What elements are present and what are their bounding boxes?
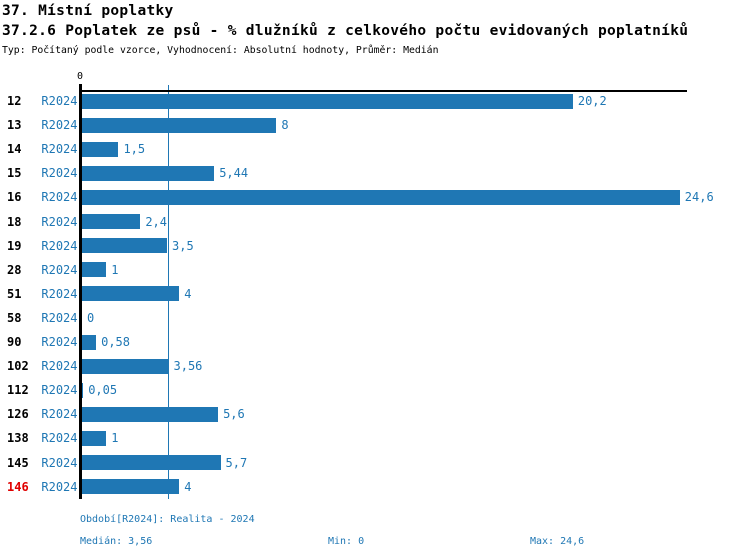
period-label: R2024 xyxy=(41,94,78,108)
value-label: 5,44 xyxy=(219,166,249,181)
value-label: 20,2 xyxy=(577,94,607,108)
bar xyxy=(82,358,169,374)
bar xyxy=(82,382,84,398)
bar xyxy=(82,117,277,133)
period-label: R2024 xyxy=(41,310,78,325)
x-axis-line xyxy=(79,90,687,92)
chart-row: 19 R2024 3,5 xyxy=(0,234,750,258)
value-label: 3,56 xyxy=(173,359,203,374)
bar xyxy=(82,165,215,181)
category-label: 28 xyxy=(7,262,22,277)
chart-row: 90 R2024 0,58 xyxy=(0,330,750,354)
value-label: 1 xyxy=(111,262,119,277)
bar xyxy=(82,141,119,157)
x-axis-zero-tick-label: 0 xyxy=(76,71,84,82)
chart-meta-info: Typ: Počítaný podle vzorce, Vyhodnocení:… xyxy=(2,45,439,56)
period-label: R2024 xyxy=(41,142,78,157)
chart-row: 138 R2024 1 xyxy=(0,426,750,450)
value-label: 24,6 xyxy=(684,190,714,205)
category-label: 13 xyxy=(7,118,22,133)
value-label: 4 xyxy=(184,479,192,494)
value-label: 0,05 xyxy=(88,383,118,398)
value-label: 5,6 xyxy=(223,407,245,422)
category-label: 51 xyxy=(7,286,22,301)
bar-chart: 0 12 R2024 20,2 13 R2024 8 14 R2024 1,5 15 R2024 5,… xyxy=(0,71,750,500)
period-label: R2024 xyxy=(41,238,78,253)
period-label: R2024 xyxy=(41,166,78,181)
report-title: 37. Místní poplatky xyxy=(2,3,174,19)
footer-max: Max: 24,6 xyxy=(530,536,585,547)
value-label: 3,5 xyxy=(172,238,194,253)
period-label: R2024 xyxy=(41,383,78,398)
category-label: 102 xyxy=(7,359,29,374)
value-label: 0 xyxy=(87,310,95,325)
category-label: 112 xyxy=(7,383,29,398)
period-label: R2024 xyxy=(41,286,78,301)
category-label: 145 xyxy=(7,455,29,470)
category-label: 19 xyxy=(7,238,22,253)
bar xyxy=(82,334,97,350)
value-label: 2,4 xyxy=(145,214,167,229)
bar xyxy=(82,214,141,229)
chart-row: 145 R2024 5,7 xyxy=(0,451,750,475)
value-label: 5,7 xyxy=(225,455,248,470)
value-label: 1 xyxy=(111,431,119,446)
bar xyxy=(82,262,107,278)
value-label: 0,58 xyxy=(101,335,130,349)
category-label: 146 xyxy=(7,479,29,494)
category-label: 138 xyxy=(7,431,29,446)
bar xyxy=(82,479,180,495)
period-label: R2024 xyxy=(41,431,78,446)
footer-median: Medián: 3,56 xyxy=(80,536,153,547)
period-label: R2024 xyxy=(41,335,78,349)
category-label: 126 xyxy=(7,407,29,422)
period-label: R2024 xyxy=(41,214,78,229)
value-label: 1,5 xyxy=(123,142,146,157)
category-label: 12 xyxy=(7,94,22,108)
chart-row: 51 R2024 4 xyxy=(0,282,750,306)
period-label: R2024 xyxy=(41,455,78,470)
chart-row: 112 R2024 0,05 xyxy=(0,378,750,402)
value-label: 4 xyxy=(184,286,192,301)
chart-row: 15 R2024 5,44 xyxy=(0,161,750,185)
category-label: 18 xyxy=(7,214,22,229)
footer-period-info: Období[R2024]: Realita - 2024 xyxy=(80,514,255,525)
bar xyxy=(82,455,221,470)
category-label: 90 xyxy=(7,335,22,349)
chart-rows: 12 R2024 20,2 13 R2024 8 14 R2024 1,5 15 R2024 5,44… xyxy=(0,89,750,500)
y-axis-line xyxy=(79,84,82,499)
bar xyxy=(82,406,219,422)
chart-row: 18 R2024 2,4 xyxy=(0,210,750,234)
chart-row: 14 R2024 1,5 xyxy=(0,137,750,161)
bar xyxy=(82,93,573,109)
bar xyxy=(82,286,180,302)
category-label: 16 xyxy=(7,190,22,205)
period-label: R2024 xyxy=(41,262,78,277)
period-label: R2024 xyxy=(41,479,78,494)
category-label: 58 xyxy=(7,310,22,325)
period-label: R2024 xyxy=(41,190,78,205)
category-label: 15 xyxy=(7,166,22,181)
category-label: 14 xyxy=(7,142,22,157)
chart-row: 102 R2024 3,56 xyxy=(0,354,750,378)
chart-row: 13 R2024 8 xyxy=(0,113,750,137)
period-label: R2024 xyxy=(41,118,78,133)
period-label: R2024 xyxy=(41,359,78,374)
chart-row: 146 R2024 4 xyxy=(0,475,750,499)
chart-row: 16 R2024 24,6 xyxy=(0,185,750,209)
chart-row: 126 R2024 5,6 xyxy=(0,402,750,426)
chart-row: 58 R2024 0 xyxy=(0,306,750,330)
bar xyxy=(82,238,168,254)
bar xyxy=(82,430,107,446)
bar xyxy=(82,189,680,205)
period-label: R2024 xyxy=(41,407,78,422)
footer-min: Min: 0 xyxy=(328,536,365,547)
chart-row: 28 R2024 1 xyxy=(0,258,750,282)
value-label: 8 xyxy=(281,118,289,133)
chart-row: 12 R2024 20,2 xyxy=(0,89,750,113)
chart-title: 37.2.6 Poplatek ze psů - % dlužníků z ce… xyxy=(2,23,689,39)
